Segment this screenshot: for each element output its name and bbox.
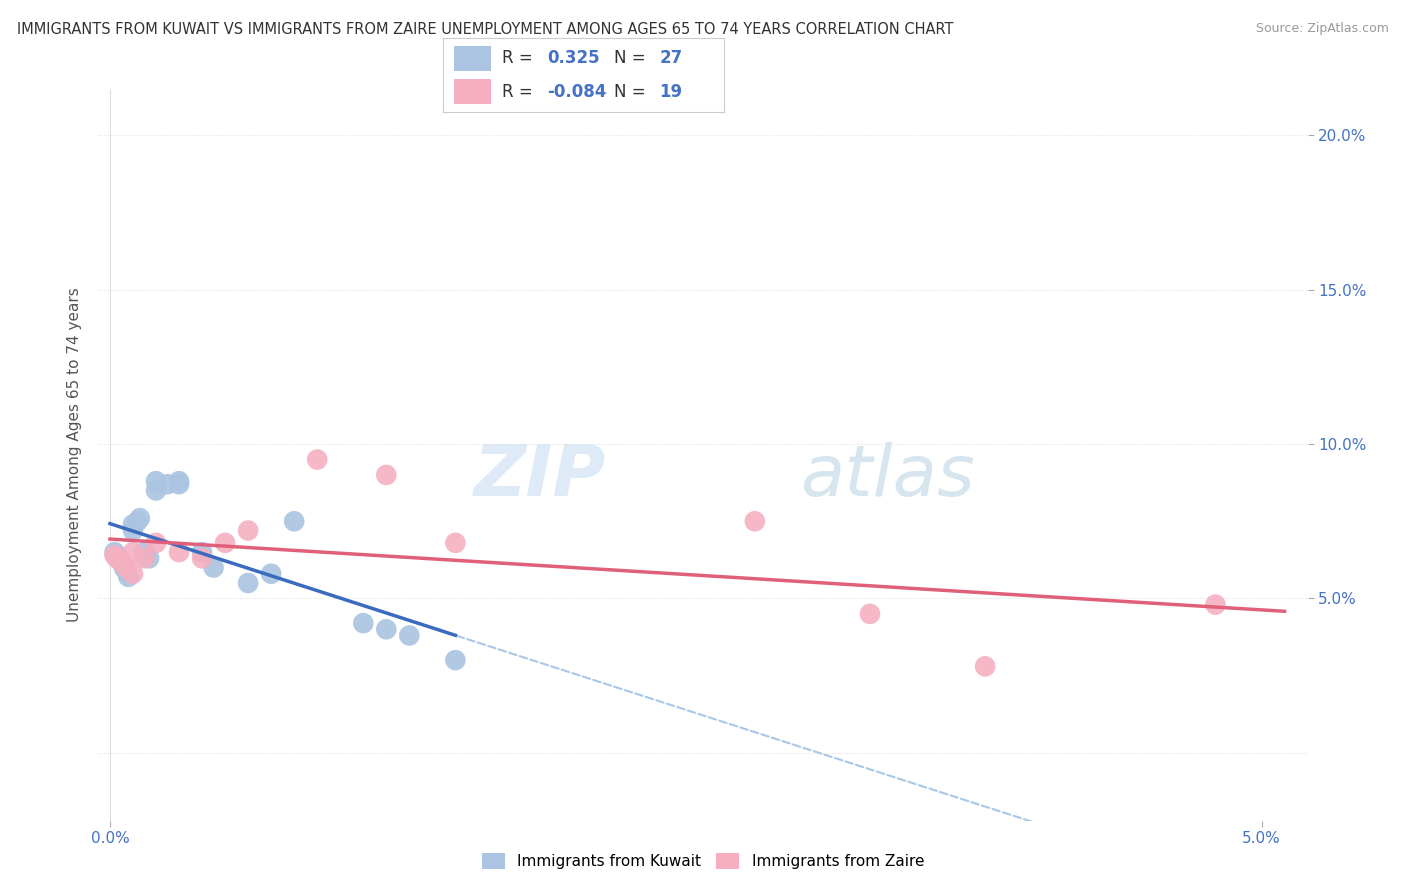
Point: [974, 659, 997, 673]
Point: [105, 551, 128, 566]
Text: ZIP: ZIP: [474, 442, 606, 511]
Point: [191, 545, 214, 559]
Point: [214, 536, 236, 550]
Point: [307, 452, 329, 467]
Text: N =: N =: [614, 49, 651, 67]
Point: [145, 536, 167, 550]
Point: [122, 517, 145, 532]
Point: [167, 545, 190, 559]
Point: [444, 536, 467, 550]
Point: [108, 551, 131, 566]
Text: -0.084: -0.084: [547, 83, 606, 101]
Point: [128, 511, 150, 525]
Text: N =: N =: [614, 83, 651, 101]
Point: [283, 514, 305, 528]
Point: [110, 554, 132, 568]
Y-axis label: Unemployment Among Ages 65 to 74 years: Unemployment Among Ages 65 to 74 years: [67, 287, 83, 623]
Point: [375, 467, 398, 482]
Point: [444, 653, 467, 667]
Point: [138, 551, 160, 566]
Point: [145, 483, 167, 498]
Text: 19: 19: [659, 83, 682, 101]
Point: [127, 514, 149, 528]
Text: 0.325: 0.325: [547, 49, 599, 67]
Point: [112, 560, 135, 574]
Text: R =: R =: [502, 49, 538, 67]
Point: [191, 551, 214, 566]
Point: [260, 566, 283, 581]
Point: [115, 560, 138, 574]
Point: [134, 551, 156, 566]
Point: [122, 545, 145, 559]
Point: [859, 607, 882, 621]
Point: [167, 474, 190, 488]
Point: [744, 514, 766, 528]
Text: IMMIGRANTS FROM KUWAIT VS IMMIGRANTS FROM ZAIRE UNEMPLOYMENT AMONG AGES 65 TO 74: IMMIGRANTS FROM KUWAIT VS IMMIGRANTS FRO…: [17, 22, 953, 37]
Point: [105, 548, 128, 562]
FancyBboxPatch shape: [454, 45, 491, 70]
Point: [110, 554, 132, 568]
Point: [134, 545, 156, 559]
Point: [103, 548, 125, 562]
Point: [352, 616, 374, 631]
Text: atlas: atlas: [800, 442, 974, 511]
Text: 27: 27: [659, 49, 683, 67]
Legend: Immigrants from Kuwait, Immigrants from Zaire: Immigrants from Kuwait, Immigrants from …: [475, 847, 931, 875]
Point: [122, 566, 145, 581]
Point: [398, 628, 420, 642]
Point: [122, 524, 145, 538]
Text: R =: R =: [502, 83, 538, 101]
Point: [117, 570, 139, 584]
FancyBboxPatch shape: [454, 79, 491, 104]
Text: Source: ZipAtlas.com: Source: ZipAtlas.com: [1256, 22, 1389, 36]
Point: [1204, 598, 1226, 612]
Point: [375, 622, 398, 636]
Point: [236, 524, 259, 538]
Point: [103, 545, 125, 559]
Point: [236, 576, 259, 591]
Point: [115, 564, 138, 578]
Point: [156, 477, 179, 491]
Point: [202, 560, 225, 574]
Point: [167, 477, 190, 491]
Point: [145, 474, 167, 488]
